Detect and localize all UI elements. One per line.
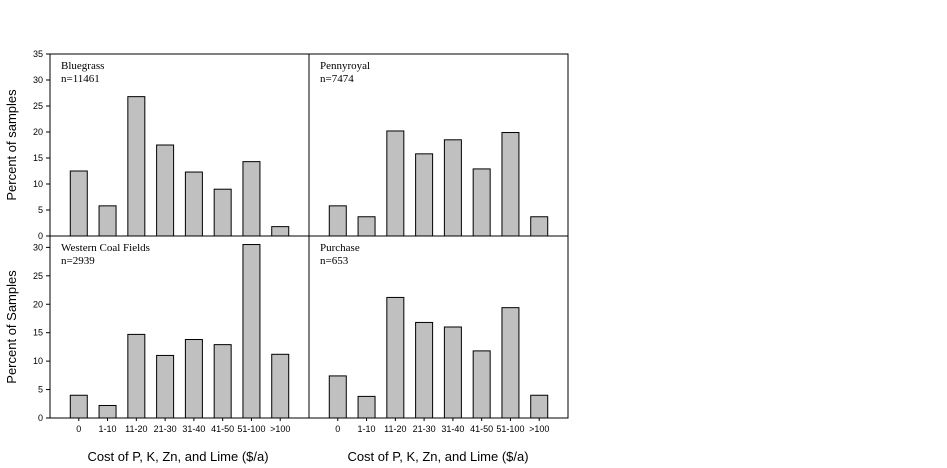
bar-pennyroyal-0 xyxy=(328,205,347,237)
bar-pennyroyal-2 xyxy=(386,130,405,237)
bar-western-coal-fields-6 xyxy=(242,244,261,419)
panel-sample-size: n=11461 xyxy=(61,73,100,85)
x-tick-label: >100 xyxy=(529,424,549,434)
y-tick-label: 25 xyxy=(33,271,43,281)
bar-purchase-6 xyxy=(501,307,520,419)
bar-purchase-4 xyxy=(443,326,462,419)
bar-western-coal-fields-3 xyxy=(156,354,175,419)
y-tick-label: 25 xyxy=(33,101,43,111)
bar-western-coal-fields-7 xyxy=(271,353,290,419)
y-tick-label: 20 xyxy=(33,127,43,137)
y-tick-label: 15 xyxy=(33,328,43,338)
bar-bluegrass-1 xyxy=(98,205,117,237)
bar-purchase-7 xyxy=(530,394,549,419)
bar-purchase-3 xyxy=(415,321,434,419)
y-tick-label: 5 xyxy=(38,205,43,215)
y-tick-label: 35 xyxy=(33,49,43,59)
x-tick-label: 41-50 xyxy=(470,424,493,434)
x-axis-label-right: Cost of P, K, Zn, and Lime ($/a) xyxy=(347,449,528,464)
y-tick-label: 10 xyxy=(33,179,43,189)
panel-sample-size: n=7474 xyxy=(320,73,354,85)
bar-bluegrass-5 xyxy=(213,188,232,237)
bar-western-coal-fields-0 xyxy=(69,394,88,419)
x-tick-label: >100 xyxy=(270,424,290,434)
x-tick-label: 21-30 xyxy=(154,424,177,434)
bar-bluegrass-2 xyxy=(127,96,146,237)
bar-purchase-5 xyxy=(472,350,491,419)
bar-western-coal-fields-2 xyxy=(127,333,146,419)
bar-pennyroyal-7 xyxy=(530,216,549,237)
x-tick-label: 0 xyxy=(335,424,340,434)
y-tick-label: 20 xyxy=(33,299,43,309)
panel-frame-purchase xyxy=(308,235,569,419)
y-tick-label: 15 xyxy=(33,153,43,163)
x-tick-label: 1-10 xyxy=(99,424,117,434)
y-axis-label-top: Percent of samples xyxy=(4,89,19,201)
x-axes-group: 0 1-10 11-20 21-30 31-40 41-50 51-100 >100 0 1-10… xyxy=(76,418,549,434)
y-tick-label: 30 xyxy=(33,75,43,85)
bar-western-coal-fields-4 xyxy=(184,339,203,419)
bar-pennyroyal-6 xyxy=(501,132,520,237)
bar-bluegrass-6 xyxy=(242,161,261,237)
x-tick-label: 21-30 xyxy=(413,424,436,434)
x-tick-label: 31-40 xyxy=(441,424,464,434)
y-tick-label: 30 xyxy=(33,242,43,252)
bar-western-coal-fields-5 xyxy=(213,344,232,419)
panel-title: Western Coal Fields xyxy=(61,242,150,254)
bar-purchase-0 xyxy=(328,375,347,419)
bar-bluegrass-4 xyxy=(184,171,203,237)
y-tick-label: 10 xyxy=(33,356,43,366)
panel-title: Bluegrass xyxy=(61,60,104,72)
panel-title: Purchase xyxy=(320,242,360,254)
y-tick-label: 5 xyxy=(38,385,43,395)
x-tick-label: 31-40 xyxy=(182,424,205,434)
y-tick-label: 0 xyxy=(38,413,43,423)
bar-pennyroyal-1 xyxy=(357,216,376,237)
x-axis-label-left: Cost of P, K, Zn, and Lime ($/a) xyxy=(87,449,268,464)
bar-pennyroyal-4 xyxy=(443,139,462,237)
bar-bluegrass-7 xyxy=(271,226,290,237)
x-tick-label: 0 xyxy=(76,424,81,434)
y-axis-label-bottom: Percent of Samples xyxy=(4,270,19,384)
panel-title: Pennyroyal xyxy=(320,60,370,72)
bar-purchase-2 xyxy=(386,296,405,419)
x-tick-label: 51-100 xyxy=(496,424,524,434)
x-tick-label: 11-20 xyxy=(384,424,406,434)
y-axes-group: 0 5 10 15 20 25 30 35 0 5 10 15 20 25 30 xyxy=(33,49,50,423)
x-tick-label: 1-10 xyxy=(358,424,376,434)
x-tick-label: 51-100 xyxy=(237,424,265,434)
bar-bluegrass-0 xyxy=(69,170,88,237)
y-tick-label: 0 xyxy=(38,231,43,241)
x-tick-label: 41-50 xyxy=(211,424,234,434)
panel-sample-size: n=2939 xyxy=(61,255,95,267)
bar-pennyroyal-5 xyxy=(472,168,491,237)
bar-purchase-1 xyxy=(357,395,376,419)
bar-pennyroyal-3 xyxy=(415,153,434,237)
bar-western-coal-fields-1 xyxy=(98,404,117,419)
panel-sample-size: n=653 xyxy=(320,255,349,267)
bar-bluegrass-3 xyxy=(156,144,175,237)
x-tick-label: 11-20 xyxy=(125,424,147,434)
